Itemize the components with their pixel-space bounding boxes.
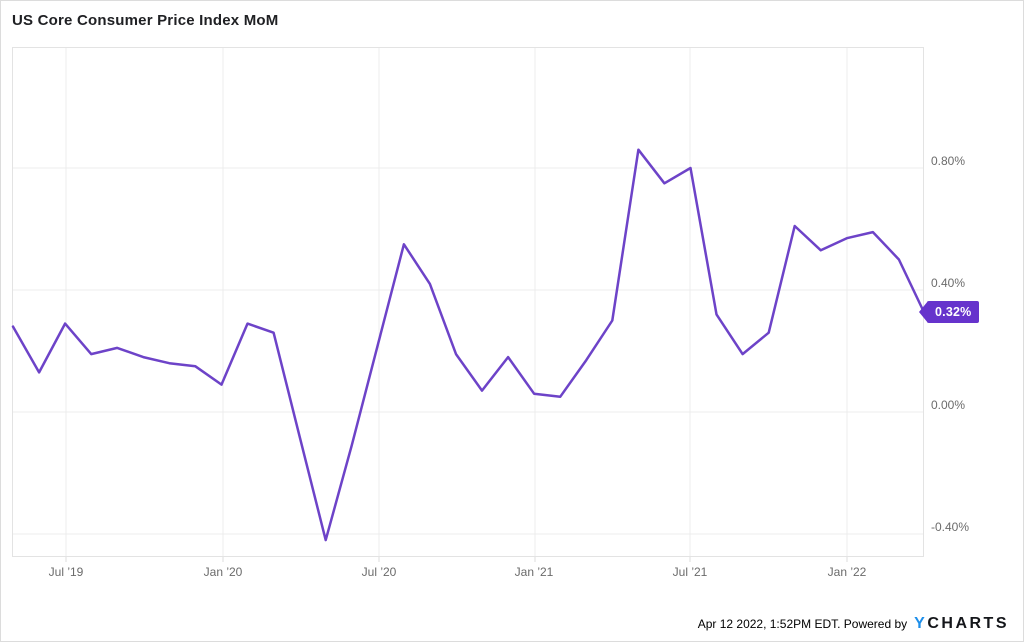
x-tick-marks [65, 557, 848, 562]
last-value-badge: 0.32% [919, 301, 980, 323]
ycharts-logo-y: Y [914, 615, 928, 632]
x-axis-label: Jan ’22 [827, 565, 867, 579]
x-axis-label: Jan ’21 [514, 565, 554, 579]
y-axis-label: 0.00% [931, 398, 966, 412]
x-axis-label: Jul ’21 [672, 565, 708, 579]
y-axis-label: -0.40% [931, 520, 970, 534]
x-axis-label: Jan ’20 [203, 565, 243, 579]
ycharts-logo-charts: CHARTS [927, 615, 1009, 632]
ycharts-logo[interactable]: YCHARTS [914, 615, 1009, 633]
x-axis-label: Jul ’20 [361, 565, 397, 579]
y-axis-label: 0.80% [931, 154, 966, 168]
badge-label: 0.32% [927, 301, 980, 323]
gridlines [12, 47, 924, 557]
timestamp-text: Apr 12 2022, 1:52PM EDT. Powered by [697, 617, 908, 631]
plot-border [12, 47, 924, 557]
y-axis-label: 0.40% [931, 276, 966, 290]
chart-title: US Core Consumer Price Index MoM [12, 12, 279, 29]
badge-arrow-icon [919, 301, 928, 323]
x-axis-label: Jul ’19 [48, 565, 84, 579]
attribution: Apr 12 2022, 1:52PM EDT. Powered by YCHA… [698, 615, 1009, 633]
cpi-line [11, 148, 927, 542]
